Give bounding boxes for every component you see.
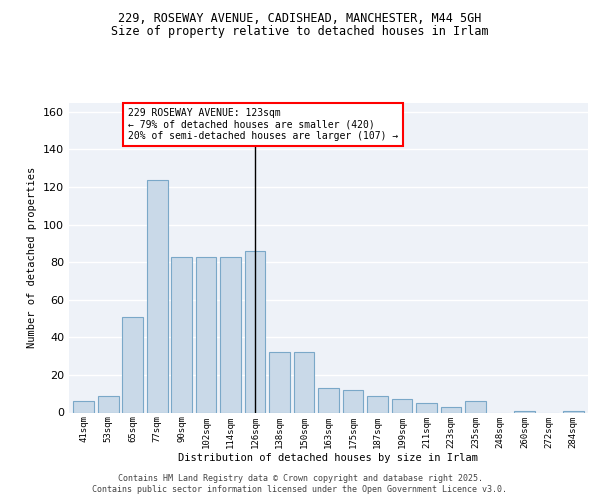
Bar xyxy=(293,352,314,412)
Bar xyxy=(367,396,388,412)
Bar xyxy=(196,256,217,412)
Bar xyxy=(514,410,535,412)
Bar xyxy=(343,390,364,412)
Bar xyxy=(220,256,241,412)
X-axis label: Distribution of detached houses by size in Irlam: Distribution of detached houses by size … xyxy=(179,453,479,463)
Bar xyxy=(440,407,461,412)
Bar xyxy=(318,388,339,412)
Bar xyxy=(416,403,437,412)
Text: Contains HM Land Registry data © Crown copyright and database right 2025.
Contai: Contains HM Land Registry data © Crown c… xyxy=(92,474,508,494)
Bar xyxy=(269,352,290,412)
Bar xyxy=(465,401,486,412)
Text: Size of property relative to detached houses in Irlam: Size of property relative to detached ho… xyxy=(111,25,489,38)
Text: 229, ROSEWAY AVENUE, CADISHEAD, MANCHESTER, M44 5GH: 229, ROSEWAY AVENUE, CADISHEAD, MANCHEST… xyxy=(118,12,482,26)
Bar xyxy=(392,400,412,412)
Bar xyxy=(122,316,143,412)
Bar xyxy=(98,396,119,412)
Bar xyxy=(171,256,192,412)
Y-axis label: Number of detached properties: Number of detached properties xyxy=(28,167,37,348)
Bar xyxy=(245,251,265,412)
Bar xyxy=(73,401,94,412)
Bar xyxy=(147,180,167,412)
Bar xyxy=(563,410,584,412)
Text: 229 ROSEWAY AVENUE: 123sqm
← 79% of detached houses are smaller (420)
20% of sem: 229 ROSEWAY AVENUE: 123sqm ← 79% of deta… xyxy=(128,108,398,142)
